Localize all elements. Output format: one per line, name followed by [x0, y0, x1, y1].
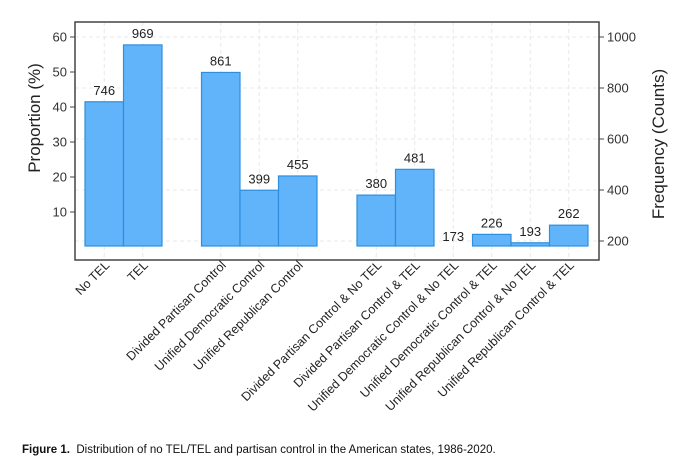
y-tick-label: 30 — [53, 135, 67, 150]
bar — [277, 175, 318, 247]
category-label: TEL — [125, 258, 151, 284]
bar-value-label: 746 — [93, 83, 115, 98]
category-label: Unified Democratic Control & TEL — [357, 258, 499, 400]
y-tick-label: 40 — [53, 100, 67, 115]
bar — [356, 194, 397, 247]
y2-tick-label: 400 — [607, 183, 629, 198]
figure-caption-label: Figure 1. — [22, 444, 70, 456]
bar — [471, 233, 512, 247]
bar-labels: 746 969 861 399 455 380 481 173 226 193 262 — [93, 26, 579, 244]
y-tick-label: 10 — [53, 205, 67, 220]
bar-value-label: 173 — [442, 229, 464, 244]
y2-tick-label: 800 — [607, 81, 629, 96]
chart: 746 969 861 399 455 380 481 173 226 193 262 10 20 30… — [25, 21, 668, 414]
bar — [394, 168, 435, 247]
figure-caption: Figure 1. Distribution of no TEL/TEL and… — [22, 444, 496, 456]
plot-frame — [74, 21, 600, 261]
y-tick-label: 20 — [53, 170, 67, 185]
y-tick-label: 60 — [53, 30, 67, 45]
y2-tick-label: 1000 — [607, 30, 636, 45]
category-label: Divided Partisan Control & No TEL — [239, 258, 385, 404]
y2-axis-ticks: 200 400 600 800 1000 — [599, 30, 636, 249]
bar-value-label: 380 — [365, 176, 387, 191]
figure-caption-text: Distribution of no TEL/TEL and partisan … — [76, 444, 496, 456]
bar — [239, 189, 280, 247]
category-label: No TEL — [73, 258, 113, 298]
bar-value-label: 969 — [132, 26, 154, 41]
bar — [548, 224, 589, 247]
bar-value-label: 193 — [519, 224, 541, 239]
bar-value-label: 861 — [210, 53, 232, 68]
y-tick-label: 50 — [53, 65, 67, 80]
y2-tick-label: 600 — [607, 132, 629, 147]
bar-value-label: 399 — [248, 171, 270, 186]
y-axis-ticks: 10 20 30 40 50 60 — [53, 30, 75, 220]
bar-value-label: 226 — [481, 215, 503, 230]
bar-value-label: 262 — [558, 206, 580, 221]
bar-value-label: 481 — [404, 150, 426, 165]
y2-axis-title: Frequency (Counts) — [649, 69, 668, 219]
y-axis-title: Proportion (%) — [25, 63, 44, 173]
bar-value-label: 455 — [287, 157, 309, 172]
bar — [510, 242, 551, 247]
bar — [122, 44, 163, 247]
bar — [84, 101, 125, 247]
bar — [200, 71, 241, 247]
bars — [84, 44, 589, 247]
y2-tick-label: 200 — [607, 234, 629, 249]
